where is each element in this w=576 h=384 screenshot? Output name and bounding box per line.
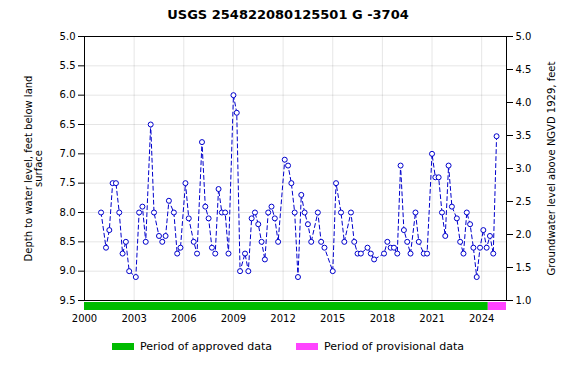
svg-text:2.5: 2.5 xyxy=(516,196,532,207)
svg-text:2.0: 2.0 xyxy=(516,229,532,240)
svg-text:3.5: 3.5 xyxy=(516,130,532,141)
svg-text:Depth to water level, feet bel: Depth to water level, feet below landsur… xyxy=(23,76,44,262)
svg-text:2003: 2003 xyxy=(121,313,146,324)
svg-text:8.0: 8.0 xyxy=(60,207,76,218)
svg-text:2021: 2021 xyxy=(419,313,444,324)
svg-text:2024: 2024 xyxy=(469,313,494,324)
svg-text:7.0: 7.0 xyxy=(60,148,76,159)
svg-text:3.0: 3.0 xyxy=(516,163,532,174)
svg-text:4.0: 4.0 xyxy=(516,97,532,108)
svg-text:5.0: 5.0 xyxy=(60,31,76,42)
html-text:USGS 254822080125501 G -3704: USGS 254822080125501 G -3704 xyxy=(167,7,409,22)
html-text:Period of approved data: Period of approved data xyxy=(139,340,273,353)
svg-text:5.0: 5.0 xyxy=(516,31,532,42)
svg-text:4.5: 4.5 xyxy=(516,64,532,75)
svg-text:9.5: 9.5 xyxy=(60,295,76,306)
svg-text:5.5: 5.5 xyxy=(60,60,76,71)
svg-text:2012: 2012 xyxy=(270,313,295,324)
svg-text:2009: 2009 xyxy=(221,313,246,324)
svg-text:1.5: 1.5 xyxy=(516,262,532,273)
svg-text:2000: 2000 xyxy=(72,313,97,324)
svg-text:1.0: 1.0 xyxy=(516,295,532,306)
html-text:Period of provisional data: Period of provisional data xyxy=(324,340,465,353)
svg-text:Groundwater level above NGVD 1: Groundwater level above NGVD 1929, feet xyxy=(546,62,557,276)
svg-text:2018: 2018 xyxy=(370,313,395,324)
svg-text:6.0: 6.0 xyxy=(60,89,76,100)
svg-text:6.5: 6.5 xyxy=(60,119,76,130)
svg-text:2006: 2006 xyxy=(171,313,196,324)
svg-text:9.0: 9.0 xyxy=(60,265,76,276)
svg-text:7.5: 7.5 xyxy=(60,177,76,188)
svg-text:8.5: 8.5 xyxy=(60,236,76,247)
svg-text:2015: 2015 xyxy=(320,313,345,324)
